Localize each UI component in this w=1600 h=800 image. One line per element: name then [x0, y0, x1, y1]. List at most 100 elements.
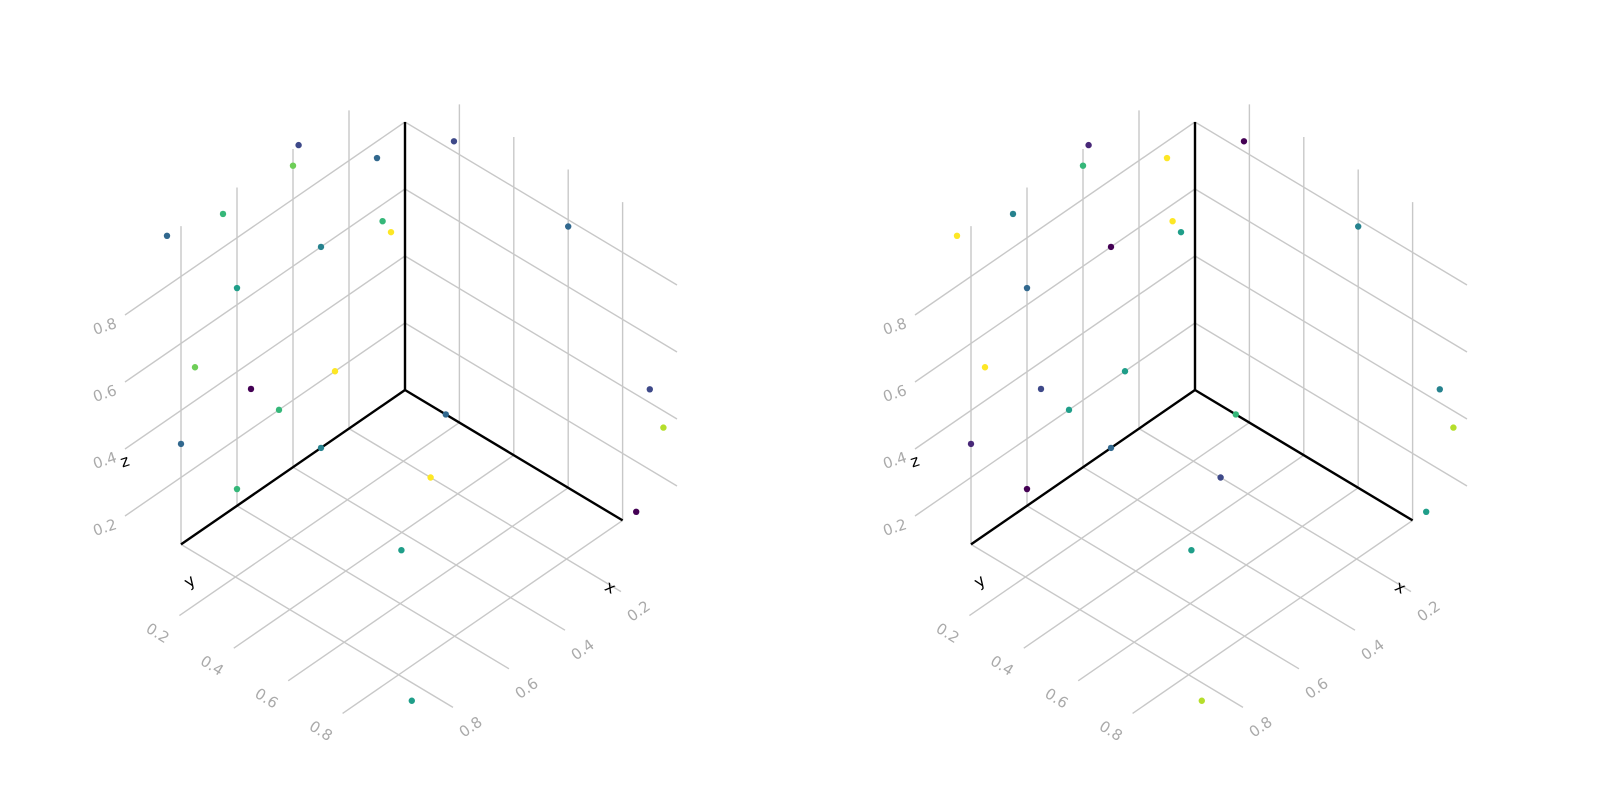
z-tick-label: 0.6 [881, 381, 909, 405]
y-tick-label: 0.8 [1246, 713, 1276, 741]
x-tick-label: 0.6 [252, 684, 282, 712]
data-point [1177, 228, 1185, 236]
data-point [660, 424, 667, 431]
scatter3d-panel-left: 0.2 0.4 0.6 0.8 0.2 0.4 0.6 0.8 0.2 0.4 0.6 0.8 x y z [91, 104, 678, 745]
y-tick-label: 0.2 [1414, 597, 1444, 625]
z-axis-label: z [908, 451, 922, 472]
x-tick-label: 0.2 [143, 619, 173, 647]
data-point [967, 440, 975, 448]
y-tick-label: 0.6 [512, 674, 542, 702]
grid-line [914, 255, 1196, 450]
grid-line [969, 422, 1250, 617]
x-tick-label: 0.8 [1096, 717, 1126, 745]
grid-line [914, 188, 1196, 383]
data-point [1436, 386, 1444, 393]
data-point [289, 162, 297, 169]
data-point [1188, 547, 1195, 554]
data-point [1217, 474, 1224, 481]
y-axis-label: y [970, 571, 989, 592]
data-point [1232, 411, 1240, 418]
x-tick-label: 0.8 [306, 717, 336, 745]
data-point [1107, 243, 1115, 251]
x-axis-line [404, 388, 624, 522]
data-point [565, 223, 572, 230]
grid-line [1194, 121, 1468, 286]
grid-line [180, 543, 454, 709]
grid-line [124, 322, 406, 517]
data-point [317, 444, 325, 452]
y-axis-line [970, 389, 1196, 546]
z-axis-label: z [118, 451, 132, 472]
grid-line [233, 454, 515, 649]
z-tick-label: 0.6 [91, 381, 119, 405]
z-tick-label: 0.4 [91, 448, 119, 472]
data-point [1079, 162, 1087, 169]
data-point [1009, 210, 1017, 218]
data-point [450, 138, 458, 145]
data-point [163, 232, 171, 239]
grid-line [179, 422, 460, 617]
y-tick-label: 0.2 [624, 597, 654, 625]
grid-line [404, 255, 678, 420]
data-point [219, 210, 227, 218]
grid-line [124, 255, 406, 450]
data-point [295, 141, 302, 149]
data-point [1107, 444, 1115, 452]
y-axis-line [180, 389, 406, 546]
grid-line [1132, 519, 1413, 714]
grid-line [1194, 322, 1468, 487]
data-point [317, 243, 325, 251]
data-point [247, 385, 255, 393]
grid-line [236, 505, 510, 670]
grid-line [404, 188, 678, 353]
data-point [1240, 138, 1248, 145]
grid-line [342, 519, 623, 714]
data-point [1023, 485, 1031, 493]
x-axis-label: x [602, 577, 620, 598]
data-point [442, 411, 449, 418]
data-point [373, 154, 381, 162]
x-axis-line [1194, 388, 1414, 522]
grid-line [292, 466, 566, 631]
data-point [1169, 217, 1176, 225]
grid-line [1026, 505, 1300, 670]
y-tick-label: 0.4 [1358, 636, 1388, 664]
grid-line [348, 427, 622, 593]
grid-line [1077, 487, 1359, 682]
data-point [1037, 385, 1045, 393]
grid-line [124, 121, 406, 316]
z-tick-label: 0.8 [881, 314, 909, 338]
data-point [233, 284, 241, 292]
z-tick-label: 0.8 [91, 314, 119, 338]
y-tick-label: 0.8 [456, 713, 486, 741]
z-tick-label: 0.2 [91, 515, 119, 539]
data-point [1023, 284, 1031, 292]
x-tick-label: 0.4 [197, 652, 227, 680]
data-point [1163, 154, 1171, 162]
y-tick-label: 0.6 [1302, 674, 1332, 702]
data-point [1085, 141, 1092, 149]
data-point [275, 406, 283, 414]
grid-line [404, 121, 678, 286]
data-point [981, 364, 989, 371]
data-point [177, 440, 185, 448]
grid-line [124, 188, 406, 383]
grid-line [1138, 427, 1412, 593]
y-axis-label: y [180, 571, 199, 592]
data-point [646, 386, 653, 393]
data-point [427, 474, 434, 481]
data-point [1423, 508, 1430, 515]
grid-line [1194, 255, 1468, 420]
y-tick-label: 0.4 [568, 636, 598, 664]
data-point [1355, 223, 1362, 230]
grid-line [970, 543, 1244, 709]
grid-line [404, 322, 678, 487]
grid-line [287, 487, 569, 682]
data-point [387, 228, 395, 236]
data-point [191, 364, 199, 371]
data-point [633, 508, 640, 515]
data-point [331, 368, 339, 375]
x-axis-label: x [1392, 577, 1410, 598]
x-tick-label: 0.2 [933, 619, 963, 647]
